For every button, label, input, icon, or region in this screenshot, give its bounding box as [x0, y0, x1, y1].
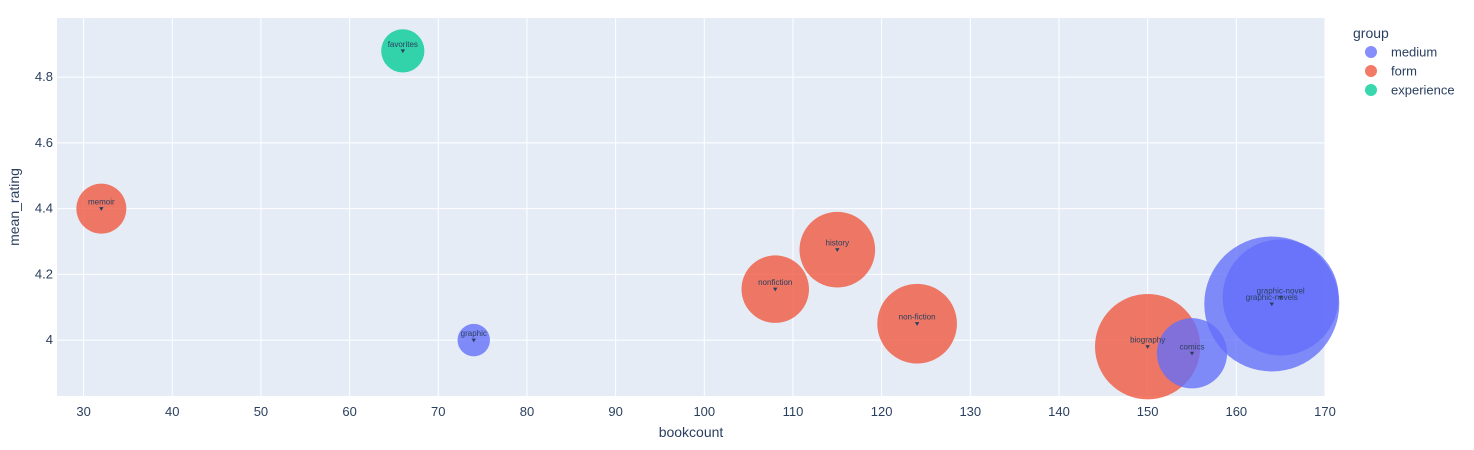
grid — [57, 18, 1326, 396]
x-tick-label: 100 — [693, 404, 715, 419]
bubble-marker — [400, 49, 406, 54]
bubble-label: biography — [1130, 336, 1165, 345]
x-tick-label: 80 — [520, 404, 534, 419]
bubble-label: comics — [1180, 342, 1205, 351]
bubble-label: favorites — [388, 40, 418, 49]
bubble-marker — [835, 248, 840, 252]
bubble-marker — [1145, 345, 1150, 349]
y-axis-ticks: 4 4.2 4.4 4.6 4.8 — [35, 69, 53, 347]
y-axis-title: mean_rating — [6, 168, 22, 246]
x-tick-label: 140 — [1048, 404, 1070, 419]
legend: group medium form experience — [1353, 25, 1455, 98]
bubble-marker — [99, 207, 104, 211]
y-tick-label: 4.6 — [35, 135, 53, 150]
y-tick-label: 4.4 — [35, 201, 53, 216]
bubble-marker — [914, 322, 920, 326]
x-tick-label: 110 — [783, 404, 804, 419]
bubble-label: graphic-novel — [1257, 286, 1305, 295]
x-tick-label: 170 — [1314, 404, 1336, 419]
y-tick-label: 4 — [46, 332, 53, 347]
x-axis-ticks: 30 40 50 60 70 80 90 100 110 120 130 140 150 160 170 — [76, 404, 1335, 419]
bubble-marker — [773, 287, 778, 292]
legend-title: group — [1353, 25, 1389, 41]
legend-marker — [1365, 65, 1377, 77]
bubble-marker — [1278, 295, 1283, 300]
x-tick-label: 150 — [1137, 404, 1159, 419]
bubble-marker — [1269, 302, 1274, 307]
x-axis-title: bookcount — [659, 424, 724, 440]
x-tick-label: 90 — [608, 404, 622, 419]
x-tick-label: 50 — [254, 404, 268, 419]
x-tick-label: 120 — [871, 404, 893, 419]
bubble-marker — [471, 338, 476, 343]
bubble-label: nonfiction — [758, 278, 792, 287]
legend-marker — [1365, 46, 1377, 58]
legend-marker — [1365, 84, 1377, 96]
x-tick-label: 70 — [431, 404, 445, 419]
bubble-label: non-fiction — [899, 313, 936, 322]
bubble-label: graphic — [461, 329, 487, 338]
bubble-label: history — [826, 239, 850, 248]
legend-label: medium — [1391, 45, 1437, 60]
legend-label: experience — [1391, 83, 1455, 98]
bubble-label: graphic-novels — [1246, 293, 1298, 302]
x-tick-label: 160 — [1225, 404, 1247, 419]
y-tick-label: 4.8 — [35, 69, 53, 84]
legend-label: form — [1391, 64, 1417, 79]
bubble-marker — [1189, 351, 1195, 356]
y-tick-label: 4.2 — [35, 266, 53, 281]
x-tick-label: 60 — [342, 404, 356, 419]
bubble-label: memoir — [88, 198, 115, 207]
x-tick-label: 130 — [959, 404, 981, 419]
x-tick-label: 30 — [76, 404, 90, 419]
x-tick-label: 40 — [165, 404, 179, 419]
